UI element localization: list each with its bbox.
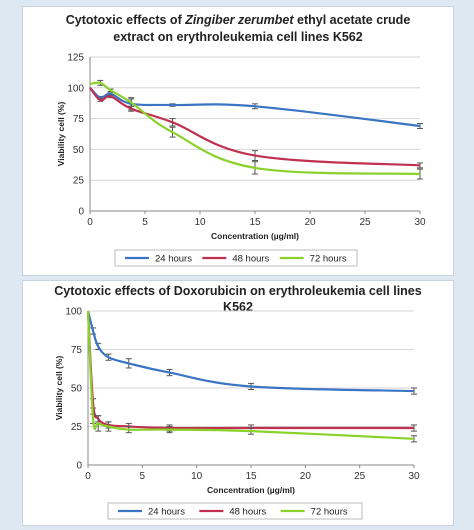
x-tick-label: 0 — [85, 471, 91, 482]
chart-title-suffix: ethyl acetate crude — [293, 13, 411, 27]
legend-label: 72 hours — [310, 254, 347, 265]
y-tick-label: 100 — [65, 307, 82, 318]
series-line-48-hours — [86, 310, 414, 430]
chart-title-species: Zingiber zerumbet — [185, 13, 294, 27]
legend: 24 hours 48 hours 72 hours — [114, 249, 358, 267]
y-tick-label: 100 — [67, 83, 84, 94]
y-tick-label: 25 — [71, 422, 83, 433]
x-tick-label: 0 — [87, 217, 93, 228]
series-line-48-hours — [89, 87, 421, 167]
y-tick-label: 0 — [76, 461, 82, 472]
chart-title-prefix: Cytotoxic effects of — [65, 13, 186, 27]
chart-panel-zingiber: Cytotoxic effects of Zingiber zerumbet e… — [22, 6, 454, 276]
y-tick-label: 25 — [73, 176, 85, 187]
y-tick-label: 50 — [73, 145, 85, 156]
y-tick-label: 50 — [71, 384, 83, 395]
chart-title-line1: Cytotoxic effects of Doxorubicin on eryt… — [54, 284, 422, 298]
chart-title-line1: Cytotoxic effects of Zingiber zerumbet e… — [23, 12, 453, 28]
x-tick-label: 25 — [354, 471, 366, 482]
x-tick-label: 15 — [249, 217, 261, 228]
chart-title-line2: extract on erythroleukemia cell lines K5… — [113, 30, 363, 44]
legend: 24 hours 48 hours 72 hours — [107, 502, 363, 520]
chart-plot-zingiber: 0 25 50 75 100 125 0 5 10 15 20 25 30 Concentration (… — [56, 53, 426, 267]
x-tick-label: 10 — [194, 217, 206, 228]
legend-label: 48 hours — [229, 507, 266, 518]
legend-box — [114, 249, 358, 267]
chart-panel-doxorubicin: Cytotoxic effects of Doxorubicin on eryt… — [22, 280, 454, 526]
y-tick-label: 0 — [78, 207, 84, 218]
y-tick-label: 75 — [71, 345, 83, 356]
x-tick-label: 15 — [245, 471, 257, 482]
x-axis-title: Concentration (µg/ml) — [207, 485, 295, 495]
legend-box — [107, 502, 363, 520]
x-tick-label: 5 — [142, 217, 148, 228]
x-tick-label: 30 — [414, 217, 426, 228]
x-tick-label: 30 — [408, 471, 420, 482]
series-line-72-hours — [86, 310, 415, 440]
y-tick-label: 125 — [67, 53, 84, 64]
x-tick-label: 5 — [140, 471, 146, 482]
series-line-24-hours — [89, 87, 421, 128]
y-axis-title: Viability cell (%) — [54, 356, 64, 421]
legend-label: 24 hours — [148, 507, 185, 518]
legend-label: 24 hours — [155, 254, 192, 265]
x-axis-title: Concentration (µg/ml) — [211, 231, 299, 241]
y-axis-title: Viability cell (%) — [56, 102, 66, 167]
x-tick-label: 25 — [359, 217, 371, 228]
x-tick-label: 20 — [304, 217, 316, 228]
x-tick-label: 10 — [191, 471, 203, 482]
series-line-24-hours — [86, 310, 415, 393]
legend-label: 48 hours — [232, 254, 269, 265]
x-tick-label: 20 — [300, 471, 312, 482]
series-line-72-hours — [89, 81, 421, 176]
y-tick-label: 75 — [73, 114, 85, 125]
legend-label: 72 hours — [311, 507, 348, 518]
chart-plot-doxorubicin: 0 25 50 75 100 0 5 10 15 20 25 30 Concentration (µg/… — [54, 307, 420, 520]
